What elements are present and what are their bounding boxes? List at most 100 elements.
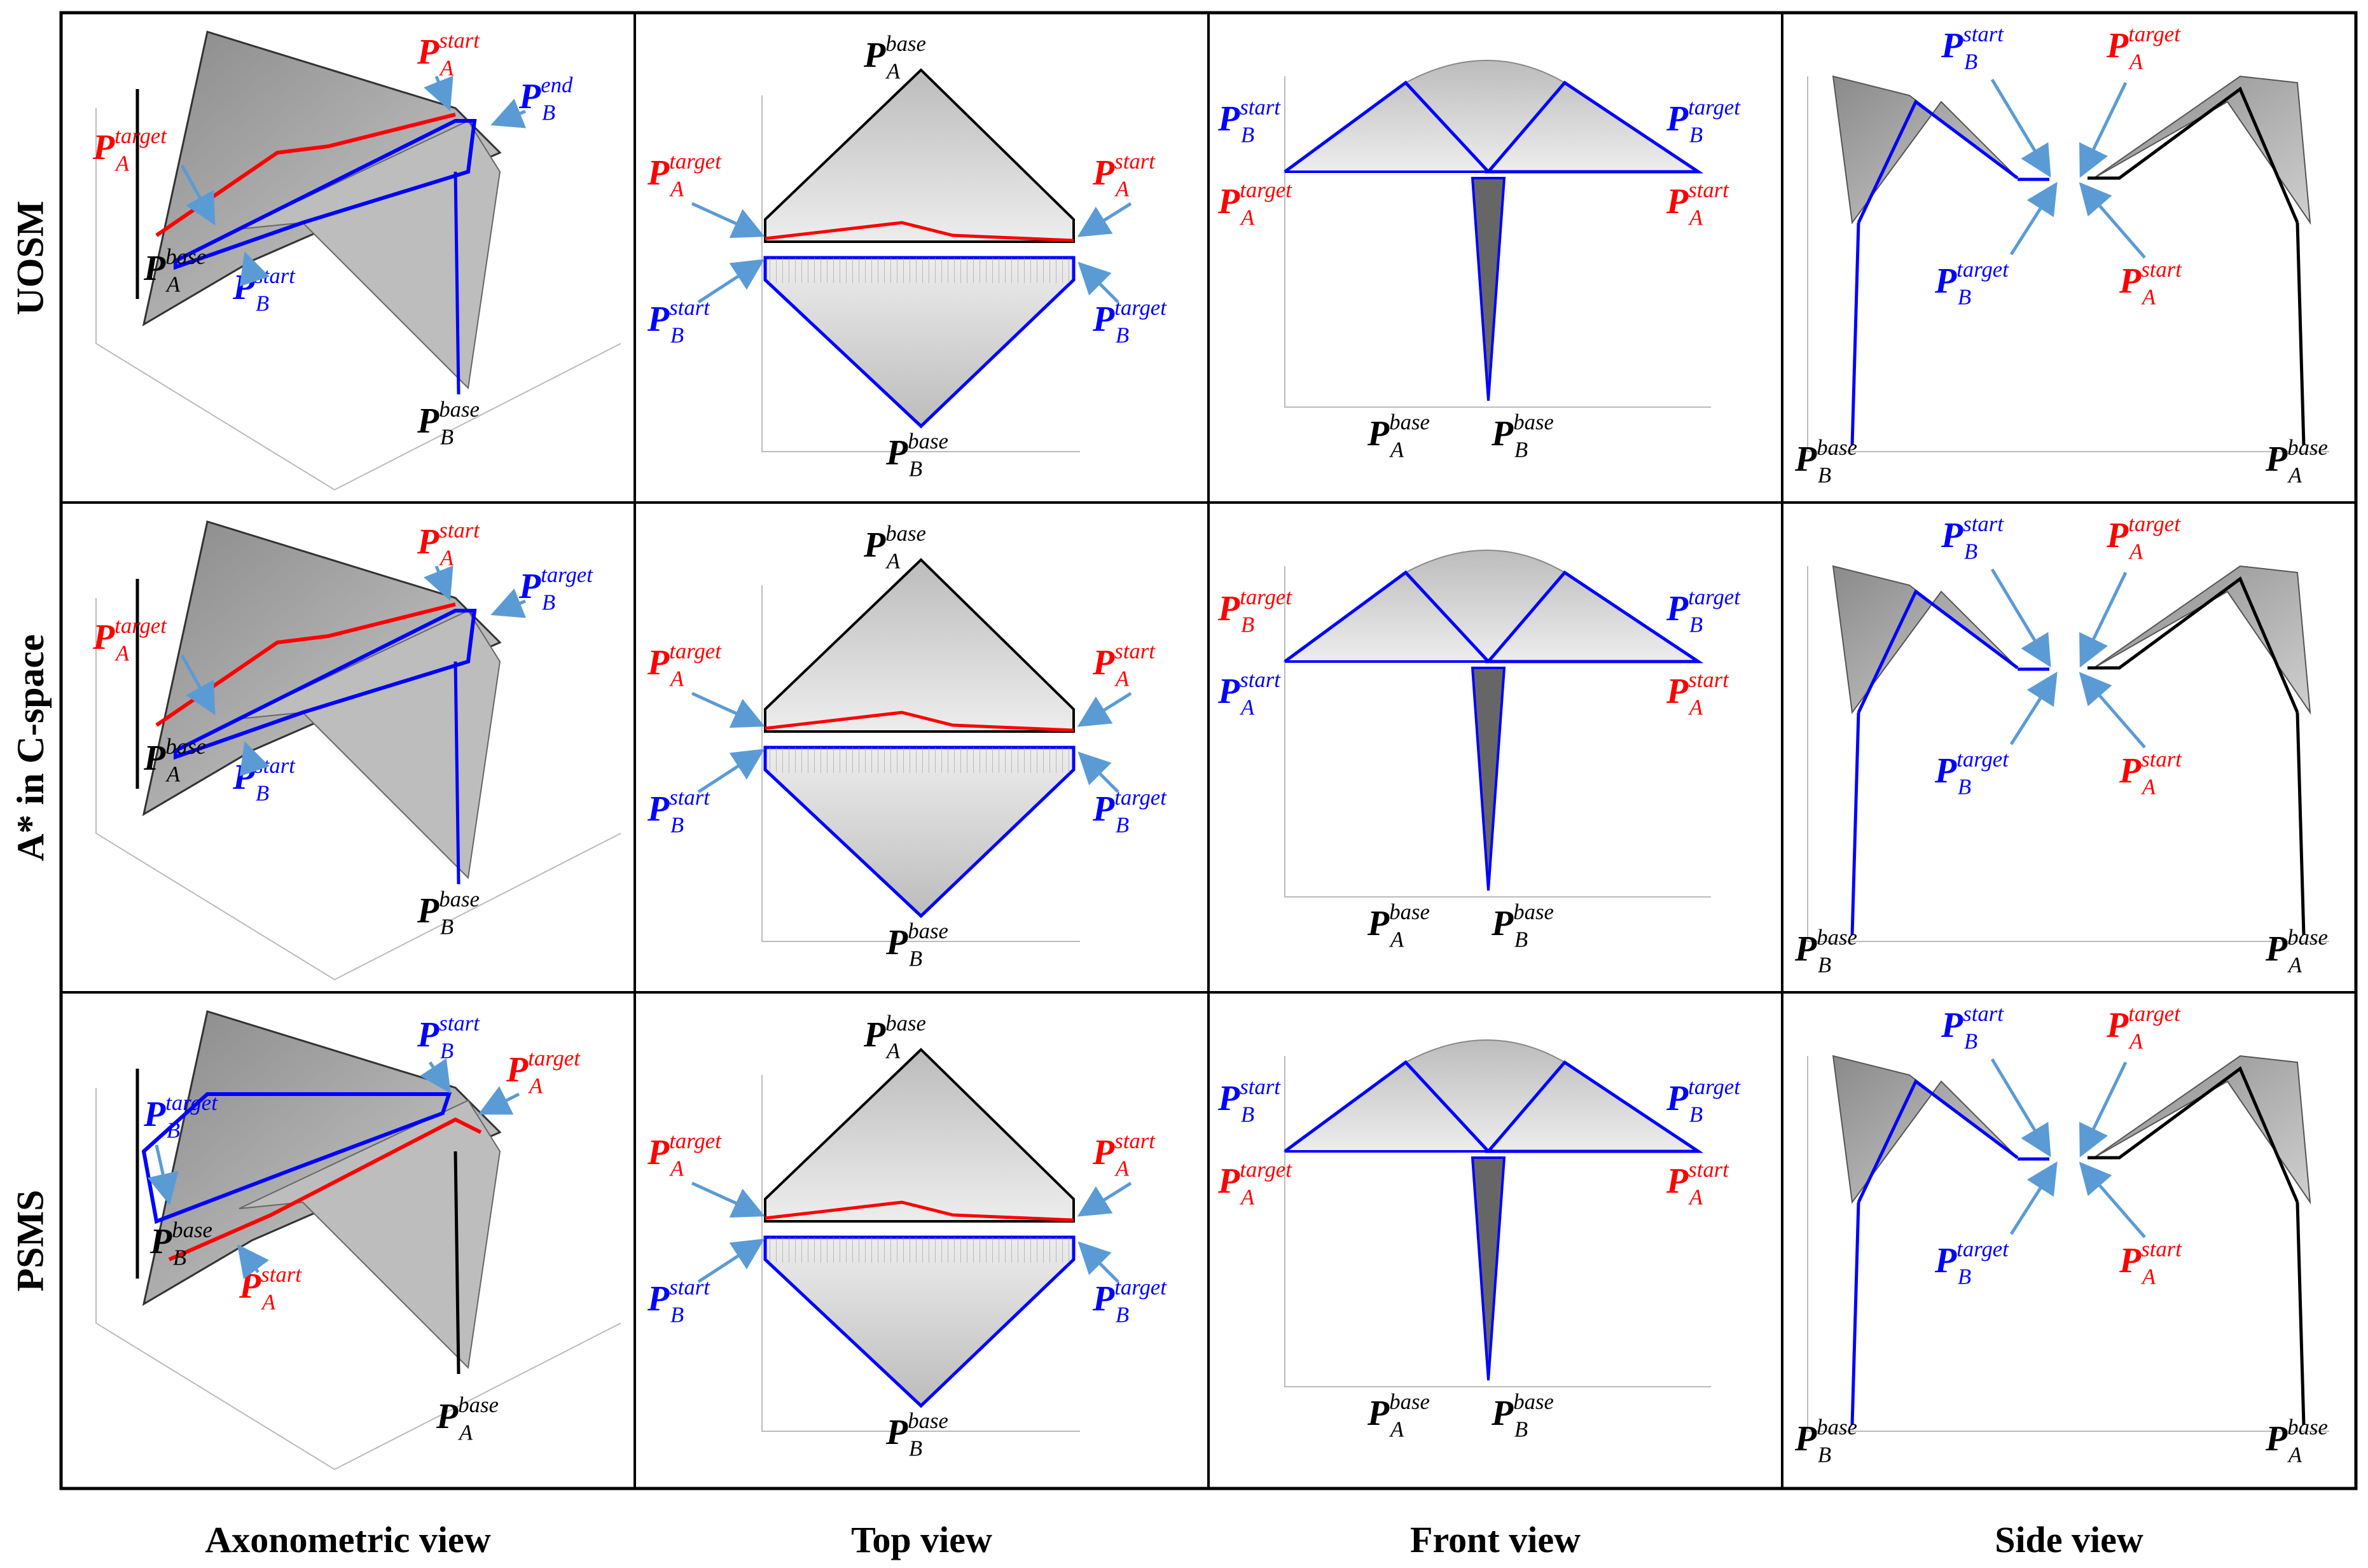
label-pa-base: Pbase A xyxy=(2265,925,2328,978)
arrow-pb-start xyxy=(420,1058,451,1094)
arm-a xyxy=(2088,87,2299,223)
arm-sweep-lower xyxy=(239,609,501,880)
arm-left xyxy=(1284,1060,1490,1153)
arm-sweep-upper xyxy=(142,31,502,327)
base-column-b xyxy=(1850,712,1860,936)
label-left-top: Pstart B xyxy=(1217,95,1281,148)
label-pa-base: Pbase A xyxy=(2265,1415,2328,1467)
label-pb-target: Ptarget B xyxy=(1934,1237,2009,1289)
path-robot-a xyxy=(155,113,456,237)
arrow-pb-start xyxy=(1990,568,2051,668)
label-pa-target: Ptarget A xyxy=(2106,1001,2181,1054)
label-pa-start: Pstart A xyxy=(2119,1237,2182,1289)
base-column-b xyxy=(454,1151,460,1375)
arm-sweep-upper xyxy=(142,520,502,817)
path-robot-a xyxy=(765,221,1074,242)
arm-sweep-lower xyxy=(239,120,501,390)
label-pb-base: Pbase B xyxy=(149,1218,212,1270)
label-pb-start: Pstart B xyxy=(232,263,296,316)
label-pa-target: Ptarget A xyxy=(506,1046,581,1099)
label-pb-start: Pstart B xyxy=(1941,22,2004,74)
label-pb-base: Pbase B xyxy=(885,429,948,482)
label-pa-base: Pbase A xyxy=(436,1392,499,1445)
label-pa-base: Pbase A xyxy=(1367,1389,1430,1442)
panel-astar-axonometric: Pstart A Ptarget B Ptarget A Pbase A Pstart B Pbas… xyxy=(92,518,621,981)
arrow-pb-target xyxy=(1077,1241,1119,1283)
sweep-left xyxy=(1832,565,2018,714)
label-pb-target: Ptarget B xyxy=(1092,785,1167,838)
label-pa-base: Pbase A xyxy=(2265,435,2328,488)
label-pa-target: Ptarget A xyxy=(647,639,722,691)
label-pb-base: Pbase B xyxy=(1491,899,1554,952)
arrow-pb-start xyxy=(697,1238,765,1284)
label-right-top: Ptarget B xyxy=(1666,1074,1741,1127)
arrow-pa-start xyxy=(2079,182,2146,259)
label-pb-target: Ptarget B xyxy=(143,1090,218,1143)
base-column-b xyxy=(1850,222,1860,446)
panel-uosm-front: Pstart B Ptarget A Ptarget B Pstart A Pbase A Pbas… xyxy=(1217,60,1741,462)
base-column-b xyxy=(1850,1202,1860,1426)
label-pb-target: Ptarget B xyxy=(1934,257,2009,310)
arrow-pa-start xyxy=(1077,691,1132,727)
sweep-left xyxy=(1832,1055,2018,1204)
arrow-pa-start xyxy=(1077,202,1132,237)
arrow-pb-end xyxy=(490,588,527,618)
axes-frame xyxy=(95,598,621,981)
base-column xyxy=(1471,1156,1506,1381)
hatch-b xyxy=(765,747,1074,773)
sweep-right xyxy=(2093,1055,2311,1205)
arm-a xyxy=(2088,1066,2299,1203)
arrow-pa-target xyxy=(478,1086,520,1115)
arrow-pb-target xyxy=(2009,181,2058,256)
label-pb-base: Pbase B xyxy=(1794,1415,1857,1467)
base-column xyxy=(1471,177,1506,401)
arrow-pa-start xyxy=(2079,1162,2146,1238)
arrow-pa-target xyxy=(2079,571,2128,668)
label-pa-start: Pstart A xyxy=(1092,1128,1156,1181)
label-pb-start: Pstart B xyxy=(647,295,710,348)
label-right-bottom: Pstart A xyxy=(1666,177,1729,230)
label-pb-base: Pbase B xyxy=(885,1408,948,1461)
base-column-a xyxy=(2295,222,2306,446)
panel-psms-side: Pstart B Ptarget A Ptarget B Pstart A Pbase B Pbas… xyxy=(1794,1001,2329,1467)
label-pa-start: Pstart A xyxy=(1092,149,1156,202)
label-pa-base: Pbase A xyxy=(863,1011,926,1064)
label-pb-end: Pend B xyxy=(518,73,573,125)
arrow-pa-start xyxy=(424,75,454,111)
arrow-pb-target xyxy=(2009,1161,2058,1235)
label-pa-target: Ptarget A xyxy=(92,123,167,176)
panel-astar-side: Pstart B Ptarget A Ptarget B Pstart A Pbase B Pbas… xyxy=(1794,511,2329,978)
base-column-b xyxy=(454,171,460,395)
label-pb-base: Pbase B xyxy=(1491,410,1554,462)
label-left-top: Pstart B xyxy=(1217,1074,1281,1127)
panel-uosm-top: Pbase A Ptarget A Pstart A Pstart B Ptarget B Pbas… xyxy=(647,31,1167,482)
label-pb-base: Pbase B xyxy=(1491,1389,1554,1442)
label-pa-start: Pstart A xyxy=(2119,747,2182,800)
label-pa-base: Pbase A xyxy=(143,244,206,297)
label-pb-start: Pstart B xyxy=(647,1275,710,1328)
arrow-pb-start xyxy=(239,251,270,287)
panel-psms-top: Pbase A Ptarget A Pstart A Pstart B Ptarget B Pbas… xyxy=(647,1011,1167,1461)
arrow-pb-target xyxy=(1077,751,1119,793)
label-right-top: Ptarget B xyxy=(1666,95,1741,148)
label-left-top: Ptarget B xyxy=(1217,585,1292,637)
arrow-pb-start xyxy=(239,741,270,777)
arrow-pa-target xyxy=(2079,1061,2128,1158)
arrow-pb-start xyxy=(1990,1058,2051,1158)
axes-frame xyxy=(95,1088,621,1471)
arm-left xyxy=(1284,570,1490,663)
label-pa-target: Ptarget A xyxy=(2106,511,2181,564)
sweep-envelope xyxy=(1282,60,1701,172)
sweep-envelope xyxy=(1282,550,1701,662)
label-left-bottom: Ptarget A xyxy=(1217,177,1292,230)
label-pa-base: Pbase A xyxy=(1367,410,1430,462)
axes-frame xyxy=(1284,566,1711,898)
base-column-a xyxy=(2295,712,2306,936)
axes-frame xyxy=(95,108,621,491)
label-pa-start: Pstart A xyxy=(2119,257,2182,310)
row-label-psms: PSMS xyxy=(9,1189,52,1292)
row-label-astar: A* in C-space xyxy=(9,634,52,861)
arrow-pb-target xyxy=(1077,261,1119,303)
arrow-pa-target xyxy=(691,1181,765,1218)
